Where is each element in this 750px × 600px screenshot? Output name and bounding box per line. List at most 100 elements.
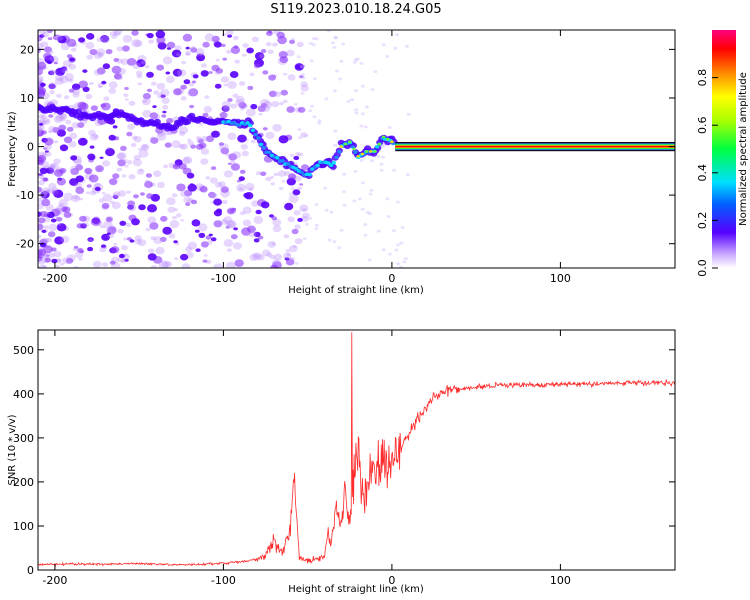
noise-blob bbox=[250, 103, 258, 110]
noise-blob bbox=[140, 192, 145, 196]
noise-blob bbox=[139, 168, 144, 172]
noise-blob bbox=[205, 235, 212, 240]
noise-blob bbox=[187, 241, 198, 250]
y-tick-label: -20 bbox=[16, 238, 34, 251]
noise-blob bbox=[126, 58, 137, 66]
noise-blob bbox=[86, 54, 93, 60]
snr-x-axis-label: Height of straight line (km) bbox=[288, 584, 424, 595]
noise-blob bbox=[41, 152, 47, 156]
noise-blob bbox=[254, 52, 265, 60]
noise-blob bbox=[214, 182, 223, 188]
noise-blob bbox=[300, 81, 308, 88]
noise-blob bbox=[187, 183, 197, 192]
noise-blob bbox=[222, 57, 227, 61]
noise-blob bbox=[163, 164, 169, 169]
noise-blob bbox=[262, 127, 268, 131]
noise-blob bbox=[164, 142, 172, 148]
noise-blob bbox=[141, 144, 149, 150]
noise-blob bbox=[103, 220, 113, 229]
noise-blob bbox=[240, 107, 245, 111]
noise-blob bbox=[342, 203, 347, 207]
noise-blob bbox=[151, 81, 157, 86]
noise-blob bbox=[44, 257, 51, 263]
noise-blob bbox=[191, 219, 201, 227]
noise-blob bbox=[242, 219, 252, 227]
y-tick-label: 400 bbox=[13, 388, 34, 401]
noise-blob bbox=[208, 233, 213, 237]
noise-blob bbox=[392, 168, 397, 172]
noise-blob bbox=[255, 209, 262, 215]
noise-blob bbox=[166, 75, 175, 83]
noise-blob bbox=[71, 122, 80, 129]
noise-blob bbox=[227, 80, 237, 89]
noise-blob bbox=[68, 63, 77, 70]
noise-blob bbox=[300, 64, 305, 68]
ridge-core bbox=[280, 159, 285, 163]
noise-blob bbox=[299, 183, 304, 186]
noise-blob bbox=[62, 257, 71, 264]
noise-blob bbox=[227, 34, 233, 38]
x-tick-label: 0 bbox=[388, 574, 395, 587]
noise-blob bbox=[49, 69, 57, 76]
noise-blob bbox=[167, 131, 174, 136]
noise-blob bbox=[180, 219, 185, 222]
noise-blob bbox=[300, 132, 308, 138]
noise-blob bbox=[184, 189, 193, 197]
noise-blob bbox=[47, 231, 56, 238]
noise-blob bbox=[58, 124, 67, 131]
noise-blob bbox=[359, 124, 364, 128]
noise-blob bbox=[190, 199, 198, 205]
noise-blob bbox=[57, 35, 67, 44]
noise-blob bbox=[210, 201, 215, 204]
noise-blob bbox=[94, 182, 101, 188]
noise-blob bbox=[56, 223, 67, 232]
noise-blob bbox=[297, 136, 302, 140]
noise-blob bbox=[89, 82, 94, 85]
noise-blob bbox=[220, 76, 230, 83]
noise-blob bbox=[41, 187, 51, 195]
ridge-core bbox=[256, 136, 261, 140]
noise-blob bbox=[141, 97, 151, 106]
noise-blob bbox=[38, 173, 43, 176]
noise-blob bbox=[79, 250, 85, 254]
noise-blob bbox=[302, 237, 307, 241]
noise-blob bbox=[333, 35, 338, 39]
noise-blob bbox=[44, 151, 52, 157]
noise-blob bbox=[38, 114, 45, 120]
noise-blob bbox=[262, 249, 271, 257]
ridge-peak bbox=[343, 142, 348, 146]
noise-blob bbox=[213, 263, 223, 268]
noise-blob bbox=[173, 88, 182, 96]
noise-blob bbox=[162, 226, 172, 235]
noise-blob bbox=[296, 41, 304, 48]
noise-blob bbox=[353, 60, 357, 64]
noise-blob bbox=[166, 41, 176, 49]
noise-blob bbox=[283, 171, 291, 176]
noise-blob bbox=[165, 71, 171, 75]
noise-blob bbox=[120, 58, 129, 65]
noise-blob bbox=[288, 173, 297, 180]
noise-blob bbox=[190, 46, 196, 51]
noise-blob bbox=[59, 75, 69, 84]
noise-blob bbox=[359, 61, 364, 65]
noise-blob bbox=[210, 237, 217, 242]
noise-blob bbox=[48, 223, 58, 232]
snr-series-line bbox=[38, 332, 675, 567]
noise-blob bbox=[342, 190, 346, 194]
noise-blob bbox=[48, 82, 57, 90]
noise-blob bbox=[227, 132, 237, 141]
noise-blob bbox=[360, 84, 365, 88]
noise-blob bbox=[66, 126, 74, 132]
noise-blob bbox=[65, 119, 72, 125]
noise-blob bbox=[181, 263, 191, 268]
noise-blob bbox=[260, 49, 267, 53]
noise-blob bbox=[101, 192, 106, 195]
noise-blob bbox=[157, 42, 167, 50]
noise-blob bbox=[102, 63, 111, 70]
noise-blob bbox=[58, 199, 68, 207]
noise-blob bbox=[120, 258, 127, 263]
noise-blob bbox=[257, 235, 264, 240]
noise-blob bbox=[293, 102, 298, 106]
noise-blob bbox=[126, 131, 133, 137]
noise-blob bbox=[73, 265, 79, 268]
